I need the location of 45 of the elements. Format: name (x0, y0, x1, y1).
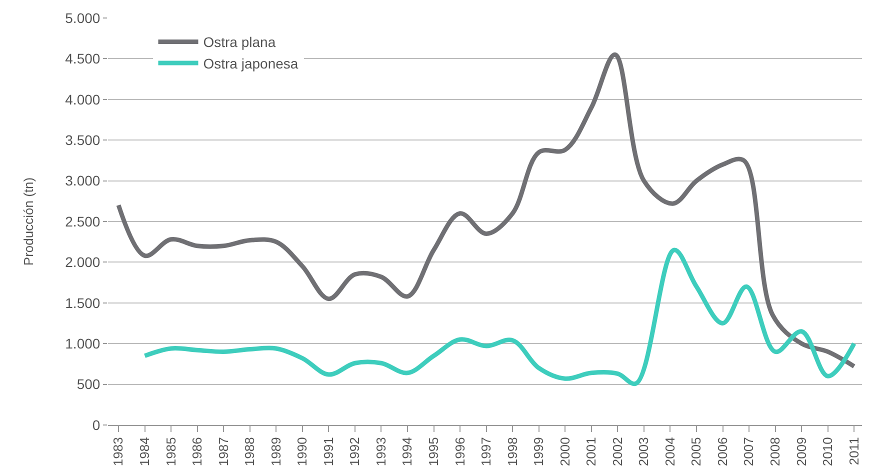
y-tick-label: 3.500 (65, 132, 100, 148)
y-tick-label: 4.500 (65, 50, 100, 67)
x-tick-label: 1983 (110, 437, 126, 466)
x-tick-label: 2008 (768, 437, 783, 466)
line-series (142, 248, 856, 386)
x-tick-label: 1985 (163, 437, 178, 466)
y-tick-label: 2.500 (65, 213, 100, 230)
y-tick-label: 5.000 (65, 10, 100, 26)
y-tick-label: 2.000 (65, 254, 100, 270)
x-tick-label: 1988 (242, 437, 258, 466)
x-tick-label: 2002 (610, 437, 625, 466)
y-tick-label: 500 (76, 376, 100, 392)
x-tick-label: 1990 (294, 437, 310, 466)
legend-label: Ostra plana (203, 34, 276, 50)
x-tick-label: 2009 (794, 437, 809, 466)
x-tick-label: 2010 (820, 437, 836, 466)
x-tick-label: 1996 (452, 437, 468, 466)
y-tick-label: 1.500 (65, 294, 100, 311)
x-tick-label: 1989 (268, 437, 284, 466)
y-tick-label: 1.000 (65, 336, 100, 352)
y-tick-label: 0 (92, 416, 100, 433)
legend-label: Ostra japonesa (203, 55, 298, 72)
x-tick-label: 2000 (557, 437, 572, 466)
x-tick-label: 1994 (400, 437, 415, 466)
x-tick-label: 2006 (714, 437, 730, 466)
x-tick-label: 1984 (137, 437, 152, 466)
x-tick-label: 1987 (216, 437, 231, 466)
x-tick-label: 2004 (662, 437, 678, 466)
y-tick-label: 4.000 (65, 91, 100, 108)
x-tick-label: 1986 (190, 437, 205, 466)
x-tick-label: 1993 (373, 437, 388, 466)
x-tick-label: 1992 (347, 437, 362, 466)
line-series (116, 52, 856, 369)
x-tick-label: 1998 (504, 437, 520, 466)
x-tick-label: 2007 (741, 437, 756, 466)
x-tick-label: 1991 (320, 437, 336, 466)
x-tick-label: 2001 (584, 437, 599, 466)
y-tick-label: 3.000 (65, 172, 100, 189)
x-tick-label: 2005 (688, 437, 704, 466)
x-tick-label: 1999 (531, 437, 546, 466)
x-tick-label: 2011 (846, 437, 862, 466)
x-tick-label: 2003 (636, 437, 652, 466)
y-axis-title: Producción (tn) (21, 177, 36, 266)
x-tick-label: 1997 (478, 437, 494, 466)
x-tick-label: 1995 (426, 437, 441, 466)
